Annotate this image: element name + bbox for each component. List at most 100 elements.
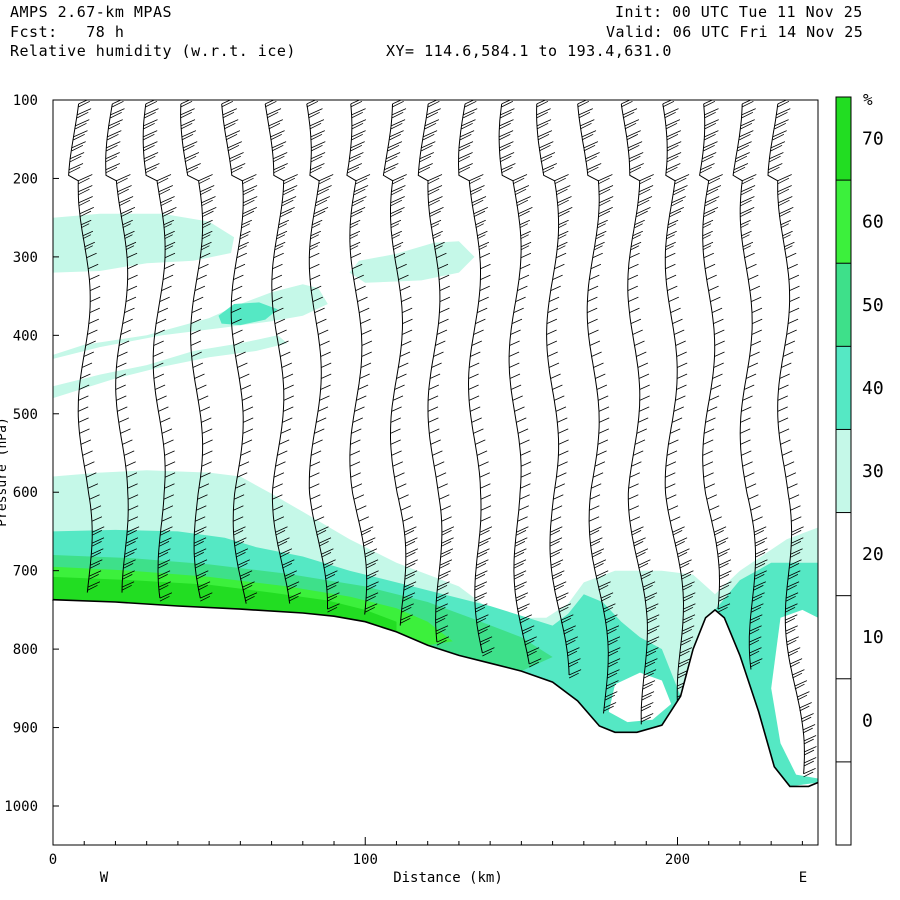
wind-profile-line <box>264 103 291 604</box>
terrain-line <box>52 598 819 788</box>
wind-barb-ticks <box>733 100 768 668</box>
colorbar-band <box>836 97 851 181</box>
x-tick-label: 0 <box>49 852 57 868</box>
wind-barb-ticks <box>143 100 177 602</box>
wind-profile <box>536 100 582 679</box>
plot-frame <box>52 99 819 846</box>
wind-profile-line <box>346 103 368 615</box>
wind-barb-ticks <box>498 100 542 668</box>
valid-time: Valid: 06 UTC Fri 14 Nov 25 <box>606 23 864 41</box>
y-tick-label: 500 <box>13 407 38 423</box>
init-time: Init: 00 UTC Tue 11 Nov 25 <box>615 3 863 21</box>
wind-profile <box>498 100 542 668</box>
wind-profile <box>767 100 817 778</box>
wind-profile <box>68 100 105 593</box>
wind-barb-ticks <box>180 100 217 602</box>
wind-profile <box>221 100 258 604</box>
wind-profile <box>306 100 340 613</box>
wind-profile-line <box>732 103 756 670</box>
y-tick-label: 100 <box>13 93 38 109</box>
x-axis-label: Distance (km) <box>393 870 503 886</box>
colorbar-unit: % <box>863 90 873 109</box>
rh-region <box>53 335 288 399</box>
wind-profile-line <box>767 103 805 774</box>
wind-profile-line <box>105 103 129 593</box>
wind-profile <box>346 100 379 615</box>
terrain <box>52 598 819 845</box>
rh-region <box>218 302 278 326</box>
wind-profile-line <box>620 103 648 725</box>
wind-barb-ticks <box>384 100 418 624</box>
wind-profile-line <box>221 103 247 604</box>
wind-barb-ticks <box>418 100 455 646</box>
field-name: Relative humidity (w.r.t. ice) <box>10 42 296 60</box>
y-tick-label: 900 <box>13 721 38 737</box>
wind-profile <box>417 100 455 646</box>
wind-profile <box>620 100 660 725</box>
wind-barb-ticks <box>68 100 105 591</box>
rh-region <box>608 672 672 723</box>
y-tick-label: 1000 <box>4 799 38 815</box>
wind-profile <box>382 100 418 626</box>
wind-profile-line <box>662 103 685 703</box>
colorbar: 70 60 50 40 30 20 10 0 <box>835 96 884 846</box>
y-axis: 100 200 300 400 500 600 700 800 900 1000 <box>4 93 59 815</box>
wind-profile-line <box>417 103 443 643</box>
wind-profile <box>180 100 217 602</box>
colorbar-label: 60 <box>862 212 884 233</box>
y-tick-label: 800 <box>13 642 38 658</box>
wind-barb-ticks <box>458 100 495 657</box>
wind-profile-line <box>498 103 530 665</box>
wind-profile <box>457 100 495 657</box>
rh-region <box>771 609 818 779</box>
wind-barb-ticks <box>768 100 817 778</box>
wind-profile <box>142 100 177 602</box>
colorbar-label: 0 <box>862 710 873 731</box>
wind-profile <box>699 100 732 613</box>
wind-profile <box>662 100 696 703</box>
wind-barb-ticks <box>105 100 140 591</box>
x-tick-label: 100 <box>353 852 378 868</box>
model-title: AMPS 2.67-km MPAS <box>10 3 173 21</box>
wind-profile <box>732 100 768 670</box>
x-tick-label: 200 <box>665 852 690 868</box>
colorbar-band <box>836 180 851 264</box>
wind-barb-ticks <box>536 100 582 679</box>
rh-region <box>349 241 475 283</box>
colorbar-label: 50 <box>862 295 884 316</box>
y-axis-label: Pressure (hPa) <box>0 417 10 527</box>
wind-barb-ticks <box>221 100 258 602</box>
wind-profile <box>577 100 621 714</box>
y-tick-label: 600 <box>13 485 38 501</box>
forecast-hour: Fcst: 78 h <box>10 23 125 41</box>
colorbar-label: 30 <box>862 461 884 482</box>
wind-barb-ticks <box>577 100 621 712</box>
wind-barb-ticks <box>621 100 660 723</box>
rh-region <box>53 213 235 273</box>
wind-profile-line <box>142 103 166 599</box>
xy-range: XY= 114.6,584.1 to 193.4,631.0 <box>386 42 672 60</box>
colorbar-label: 10 <box>862 627 884 648</box>
west-label: W <box>100 870 109 886</box>
colorbar-band <box>836 346 851 430</box>
wind-barb-ticks <box>347 100 379 613</box>
y-tick-label: 300 <box>13 250 38 266</box>
wind-profile <box>264 100 302 604</box>
wind-barb-ticks <box>265 100 302 602</box>
y-tick-label: 400 <box>13 328 38 344</box>
wind-profile-line <box>180 103 204 599</box>
wind-profile <box>105 100 140 593</box>
y-tick-label: 700 <box>13 564 38 580</box>
colorbar-label: 20 <box>862 544 884 565</box>
wind-barb-ticks <box>306 100 340 613</box>
rh-region <box>53 576 397 632</box>
x-axis: 0 100 200 <box>49 837 803 868</box>
colorbar-label: 40 <box>862 378 884 399</box>
wind-profile-line <box>68 103 93 593</box>
y-tick-label: 200 <box>13 171 38 187</box>
wind-barb-ticks <box>700 100 732 613</box>
wind-barbs <box>68 100 817 778</box>
below-ground <box>53 599 818 845</box>
wind-profile-line <box>382 103 407 626</box>
